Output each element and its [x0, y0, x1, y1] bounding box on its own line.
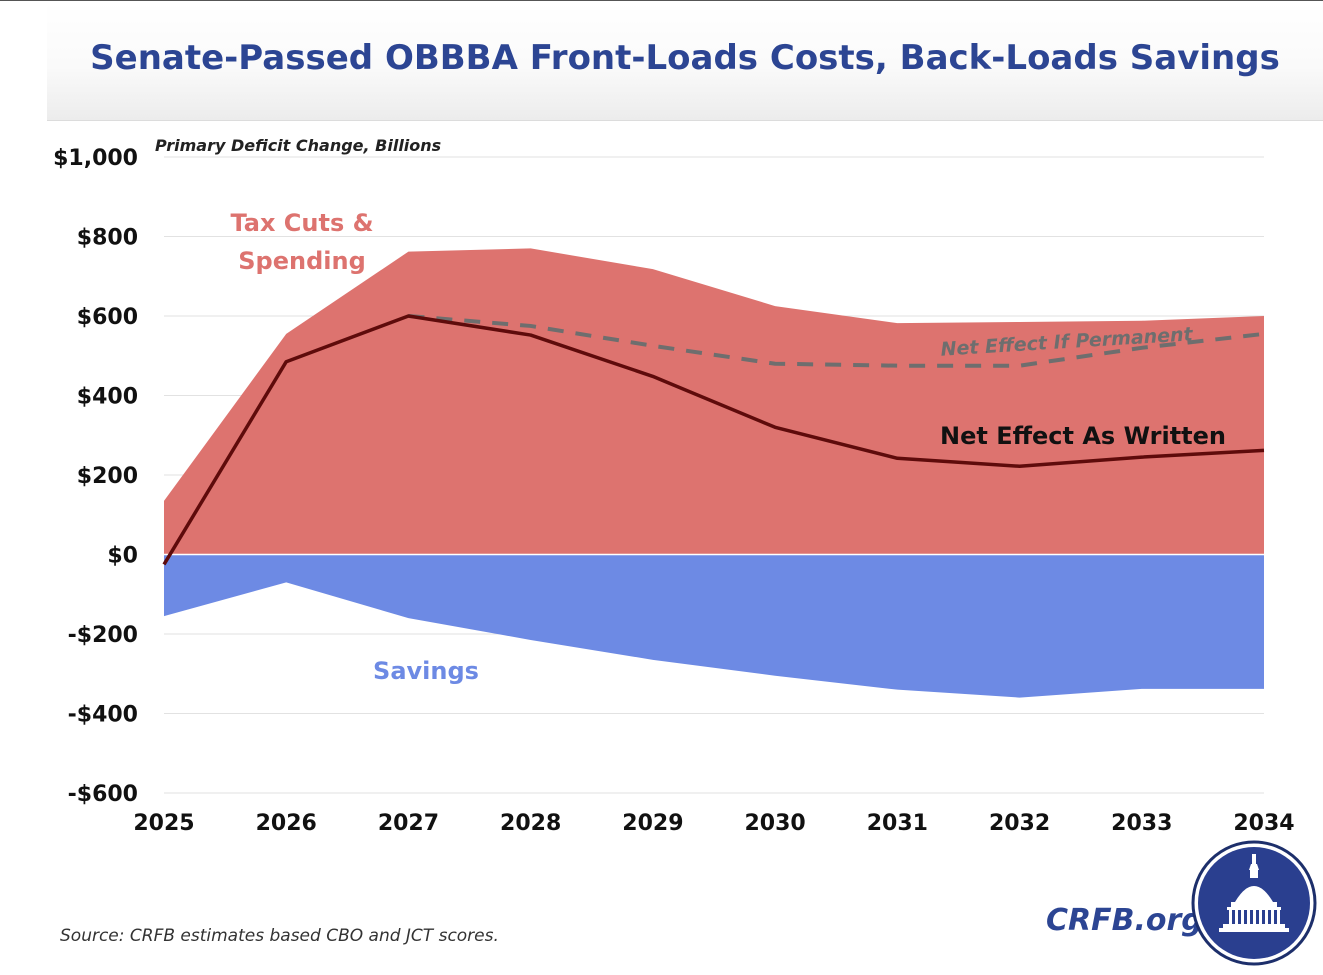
x-tick-label: 2033	[1111, 811, 1172, 836]
y-axis-ticks: $1,000 $800 $600 $400 $200 $0 -$200 -$400 -$600	[53, 146, 138, 807]
tax-cuts-spending-label-line2: Spending	[238, 247, 366, 275]
savings-area	[164, 554, 1264, 698]
source-note: Source: CRFB estimates based CBO and JCT…	[60, 926, 499, 946]
y-tick-label: $600	[77, 305, 138, 330]
chart-title: Senate-Passed OBBBA Front-Loads Costs, B…	[90, 38, 1280, 78]
x-tick-label: 2034	[1233, 811, 1294, 836]
tax-cuts-spending-label-line1: Tax Cuts &	[230, 209, 373, 237]
x-tick-label: 2025	[133, 811, 194, 836]
y-tick-label: $400	[77, 385, 138, 410]
y-tick-label: $800	[77, 226, 138, 251]
x-tick-label: 2029	[622, 811, 683, 836]
savings-label: Savings	[373, 657, 479, 685]
net-effect-as-written-label: Net Effect As Written	[940, 422, 1226, 450]
y-tick-label: $200	[77, 464, 138, 489]
title-band	[47, 2, 1323, 121]
x-tick-label: 2028	[500, 811, 561, 836]
y-tick-label: -$200	[68, 623, 138, 648]
crfb-logo-text: CRFB.org	[1046, 903, 1203, 938]
x-tick-label: 2031	[867, 811, 928, 836]
y-tick-label: -$400	[68, 703, 138, 728]
x-tick-label: 2026	[256, 811, 317, 836]
net-effect-if-permanent-line	[408, 314, 1265, 368]
y-tick-label: $0	[107, 544, 138, 569]
x-axis-ticks: 2025 2026 2027 2028 2029 2030 2031 2032 2033 2034	[133, 811, 1294, 836]
y-tick-label: $1,000	[53, 146, 138, 171]
net-effect-as-written-line	[162, 314, 1265, 566]
y-tick-label: -$600	[68, 782, 138, 807]
x-tick-label: 2030	[744, 811, 805, 836]
x-tick-label: 2027	[378, 811, 439, 836]
capitol-dome-seal-icon	[1191, 840, 1317, 966]
top-rule	[0, 0, 1323, 1]
chart-subtitle: Primary Deficit Change, Billions	[155, 136, 441, 155]
x-tick-label: 2032	[989, 811, 1050, 836]
